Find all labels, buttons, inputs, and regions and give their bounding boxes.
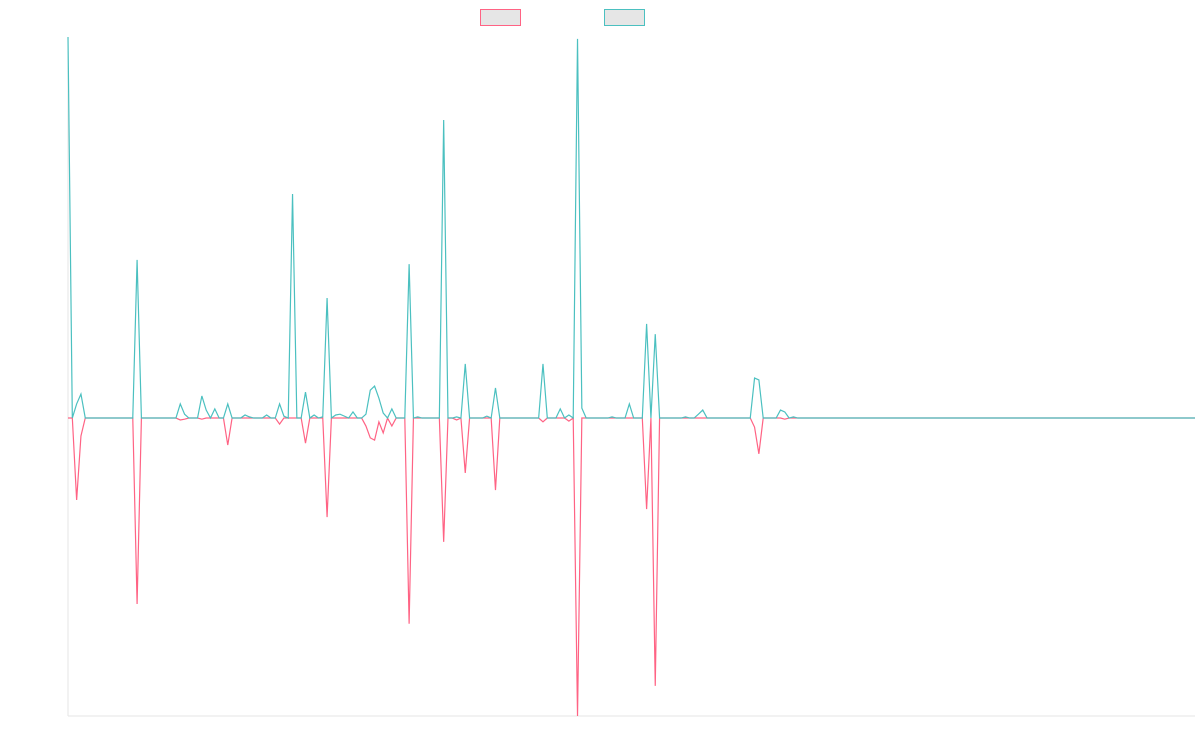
- legend-swatch: [604, 9, 645, 26]
- series-line: [67, 36, 1195, 420]
- series-line: [68, 416, 1195, 717]
- legend-swatch: [480, 9, 521, 26]
